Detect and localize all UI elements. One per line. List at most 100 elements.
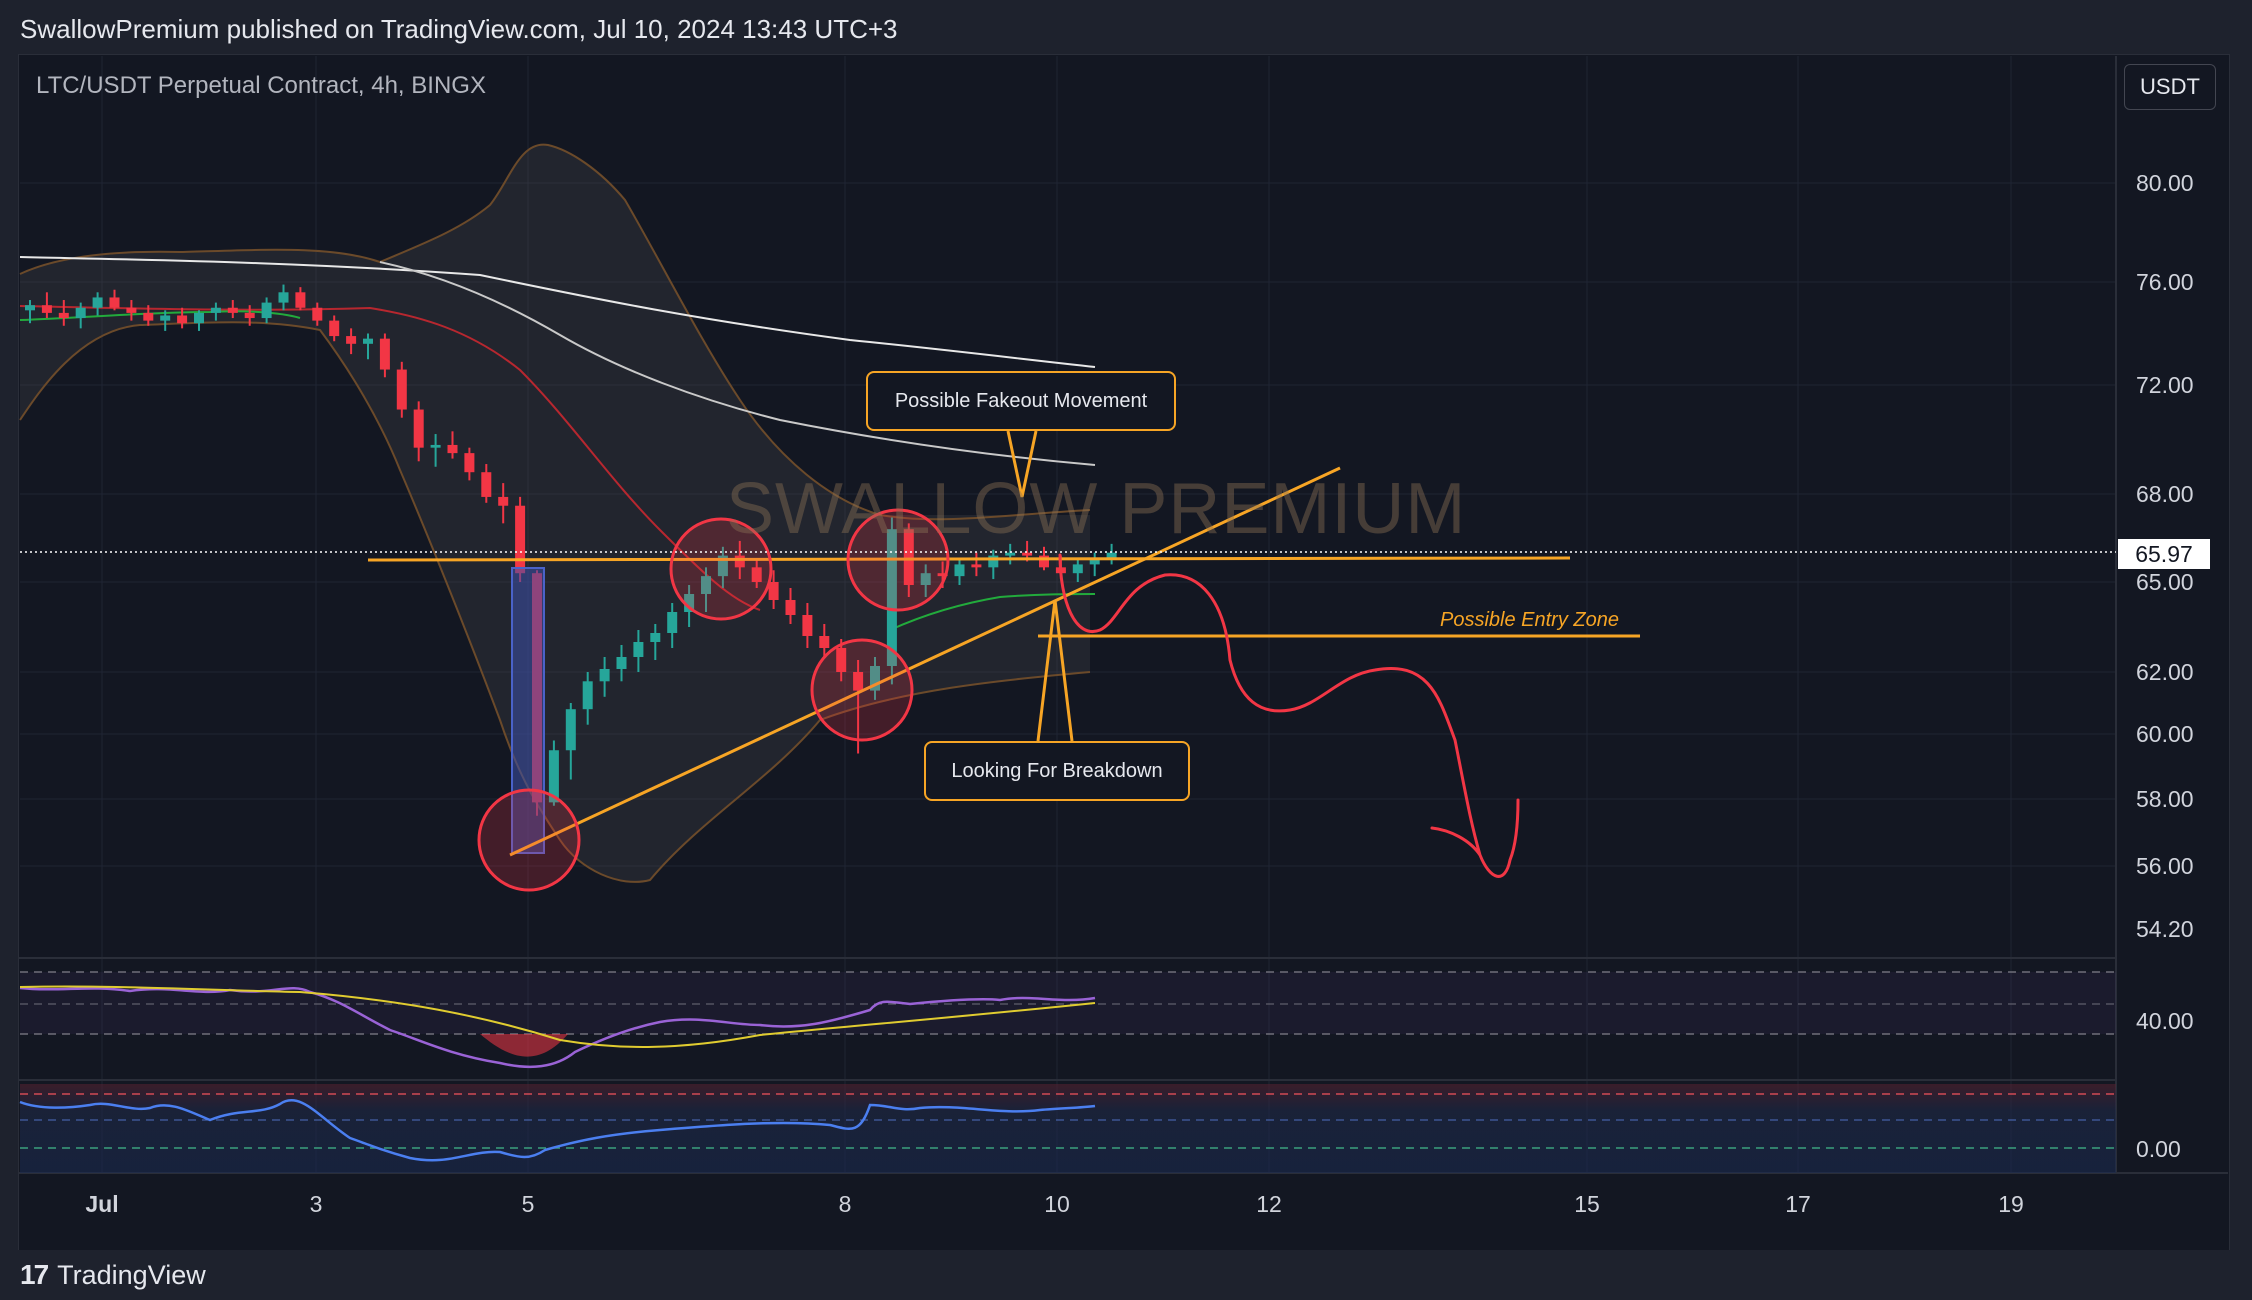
- candle-up: [920, 573, 931, 585]
- candle-down: [346, 336, 357, 344]
- rsi-panel: [19, 971, 2116, 1069]
- ytick: 58.00: [2136, 786, 2194, 812]
- oscillator-tick: 0.00: [2136, 1136, 2181, 1162]
- candle-down: [937, 573, 948, 577]
- candle-down: [1039, 555, 1049, 568]
- currency-button[interactable]: USDT: [2124, 64, 2216, 110]
- candle-down: [785, 600, 796, 615]
- trendlines: [367, 430, 1640, 857]
- candle-down: [1022, 552, 1033, 556]
- tradingview-logo-text: TradingView: [57, 1259, 206, 1290]
- candle-up: [954, 564, 965, 577]
- candle-up: [616, 657, 627, 669]
- candle-up: [650, 633, 661, 642]
- ytick: 65.00: [2136, 569, 2194, 595]
- candle-down: [768, 582, 779, 600]
- ma-grey: [379, 261, 1096, 466]
- ytick: 60.00: [2136, 721, 2194, 747]
- candle-down: [751, 567, 762, 582]
- candle-down: [329, 320, 340, 337]
- candle-down: [802, 615, 813, 636]
- xtick: Jul: [85, 1191, 118, 1217]
- candle-down: [836, 648, 847, 672]
- candle-up: [160, 315, 171, 321]
- candle-down: [143, 312, 154, 321]
- candle-up: [988, 555, 999, 568]
- candle-down: [498, 496, 509, 506]
- candle-down: [903, 529, 914, 585]
- rsi-tick: 40.00: [2136, 1008, 2194, 1034]
- candle-down: [853, 672, 864, 691]
- oscillator-line: [19, 1098, 1096, 1162]
- x-axis: Jul 3 5 8 10 12 15 17 19: [85, 1191, 2023, 1217]
- ytick: 54.20: [2136, 916, 2194, 942]
- candle-up: [599, 669, 610, 682]
- footer-bar: [0, 1250, 2252, 1300]
- callout-fakeout: Possible Fakeout Movement: [866, 371, 1176, 431]
- y-axis: 80.00 76.00 72.00 68.00 65.00 62.00 60.0…: [2136, 170, 2194, 1162]
- ytick: 56.00: [2136, 853, 2194, 879]
- tradingview-logo[interactable]: 17 TradingView: [20, 1250, 206, 1300]
- watermark: SWALLOW PREMIUM: [726, 469, 1467, 549]
- circle-higher-low: [810, 638, 914, 742]
- oscillator-panel: [19, 1084, 2116, 1173]
- candle-down: [971, 564, 982, 568]
- candle-up: [25, 305, 35, 311]
- chart-frame[interactable]: [18, 54, 2230, 1252]
- symbol-label[interactable]: LTC/USDT Perpetual Contract, 4h, BINGX: [36, 72, 486, 99]
- candle-up: [548, 750, 559, 803]
- tradingview-logo-icon: 17: [20, 1259, 49, 1290]
- candle-up: [1106, 552, 1117, 559]
- bollinger-band-fill: [20, 144, 1090, 882]
- ma-white: [19, 256, 1096, 368]
- xtick: 12: [1256, 1191, 1282, 1217]
- candle-up: [1072, 564, 1083, 574]
- candle-up: [684, 594, 695, 612]
- xtick: 8: [839, 1191, 852, 1217]
- candle-down: [244, 312, 255, 319]
- candle-up: [1005, 552, 1016, 556]
- candle-down: [413, 409, 424, 448]
- candle-up: [430, 444, 441, 448]
- xtick: 15: [1574, 1191, 1600, 1217]
- candle-up: [261, 302, 272, 319]
- xtick: 19: [1998, 1191, 2024, 1217]
- candle-down: [379, 338, 390, 370]
- xtick: 3: [310, 1191, 323, 1217]
- candle-down: [295, 292, 306, 308]
- candle-up: [717, 555, 728, 577]
- projected-path: [1058, 553, 1520, 878]
- candle-down: [312, 307, 323, 321]
- candle-up: [75, 307, 86, 319]
- candle-up: [870, 666, 880, 691]
- callout-breakdown: Looking For Breakdown: [924, 741, 1190, 801]
- rsi-oversold-fill: [480, 1034, 568, 1057]
- xtick: 5: [522, 1191, 535, 1217]
- ytick: 76.00: [2136, 269, 2194, 295]
- volume-highlight-box: [511, 567, 545, 854]
- candle-down: [126, 307, 137, 313]
- circle-first-top: [669, 517, 773, 621]
- candle-up: [92, 297, 103, 308]
- candle-down: [396, 369, 407, 410]
- candle-up: [701, 576, 711, 594]
- candle-up: [363, 338, 373, 344]
- candle-down: [734, 555, 745, 568]
- callout-fakeout-text: Possible Fakeout Movement: [894, 389, 1148, 412]
- candle-down: [41, 305, 52, 313]
- ytick: 72.00: [2136, 372, 2194, 398]
- xtick: 17: [1785, 1191, 1811, 1217]
- candle-up: [194, 312, 204, 324]
- candle-up: [565, 709, 576, 751]
- ytick: 80.00: [2136, 170, 2194, 196]
- candle-up: [582, 681, 593, 710]
- circle-swing-low: [477, 788, 581, 892]
- candle-up: [886, 529, 897, 666]
- candle-down: [447, 444, 458, 454]
- bollinger-lower: [19, 321, 1091, 883]
- header-bar: SwallowPremium published on TradingView.…: [0, 0, 2252, 54]
- resistance-line: [367, 556, 1571, 562]
- candle-down: [481, 472, 492, 497]
- candle-up: [1089, 558, 1100, 565]
